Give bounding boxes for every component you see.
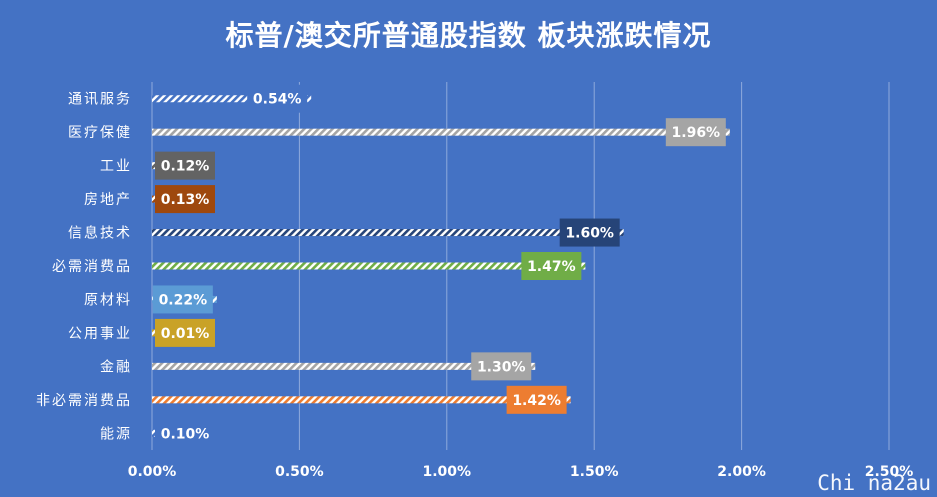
watermark: Chi na2au <box>817 471 931 495</box>
category-label: 必需消费品 <box>52 259 132 275</box>
x-tick-label: 1.00% <box>423 464 472 480</box>
category-label: 通讯服务 <box>68 92 132 108</box>
bar <box>152 329 155 337</box>
data-label-box <box>155 151 215 180</box>
data-label: 1.96% <box>672 125 721 141</box>
bar <box>152 362 536 370</box>
x-tick-label: 1.50% <box>570 464 619 480</box>
bars: 0.54% 1.96% 0.12% 0.13% 1.60% 1.47% 0.22% 0.01%… <box>152 84 730 448</box>
data-label: 1.30% <box>477 359 526 375</box>
data-label-box <box>521 252 582 280</box>
data-label-box <box>152 285 213 314</box>
chart-title: 标普/澳交所普通股指数 板块涨跌情况 <box>225 19 712 52</box>
x-tick-labels: 0.00% 0.50% 1.00% 1.50% 2.00% 2.50% <box>128 464 914 480</box>
bar <box>152 396 571 404</box>
data-label: 1.60% <box>565 226 614 242</box>
data-label: 1.42% <box>512 393 561 409</box>
category-label: 工业 <box>100 159 132 175</box>
category-label: 公用事业 <box>68 326 132 342</box>
bar <box>152 128 730 136</box>
x-tick-label: 0.00% <box>128 464 177 480</box>
category-label: 信息技术 <box>68 225 132 242</box>
category-label: 医疗保健 <box>68 125 132 141</box>
category-label: 原材料 <box>84 292 132 308</box>
x-tick-label: 2.50% <box>865 464 914 480</box>
data-label: 0.01% <box>161 326 210 342</box>
data-label-box <box>665 118 726 147</box>
x-tick-label: 2.00% <box>717 464 766 480</box>
data-label: 0.10% <box>161 426 210 442</box>
data-label-box <box>155 318 215 347</box>
x-tick-label: 0.50% <box>275 464 324 480</box>
data-label: 1.47% <box>527 259 576 275</box>
category-label: 能源 <box>100 426 132 442</box>
data-label-box <box>559 218 620 247</box>
category-label: 金融 <box>100 359 132 375</box>
data-label: 0.54% <box>253 92 302 108</box>
data-label-box <box>471 352 532 381</box>
data-label-box <box>155 185 215 214</box>
data-label: 0.12% <box>161 159 210 175</box>
bar <box>152 262 586 270</box>
data-label-box <box>155 419 215 448</box>
category-label: 非必需消费品 <box>36 393 132 409</box>
bar <box>152 229 624 237</box>
bar <box>152 95 312 103</box>
data-label-box <box>247 84 308 113</box>
data-label: 0.13% <box>161 192 210 208</box>
data-label-box <box>506 385 567 414</box>
category-label: 房地产 <box>84 192 132 208</box>
data-label: 0.22% <box>159 292 208 308</box>
